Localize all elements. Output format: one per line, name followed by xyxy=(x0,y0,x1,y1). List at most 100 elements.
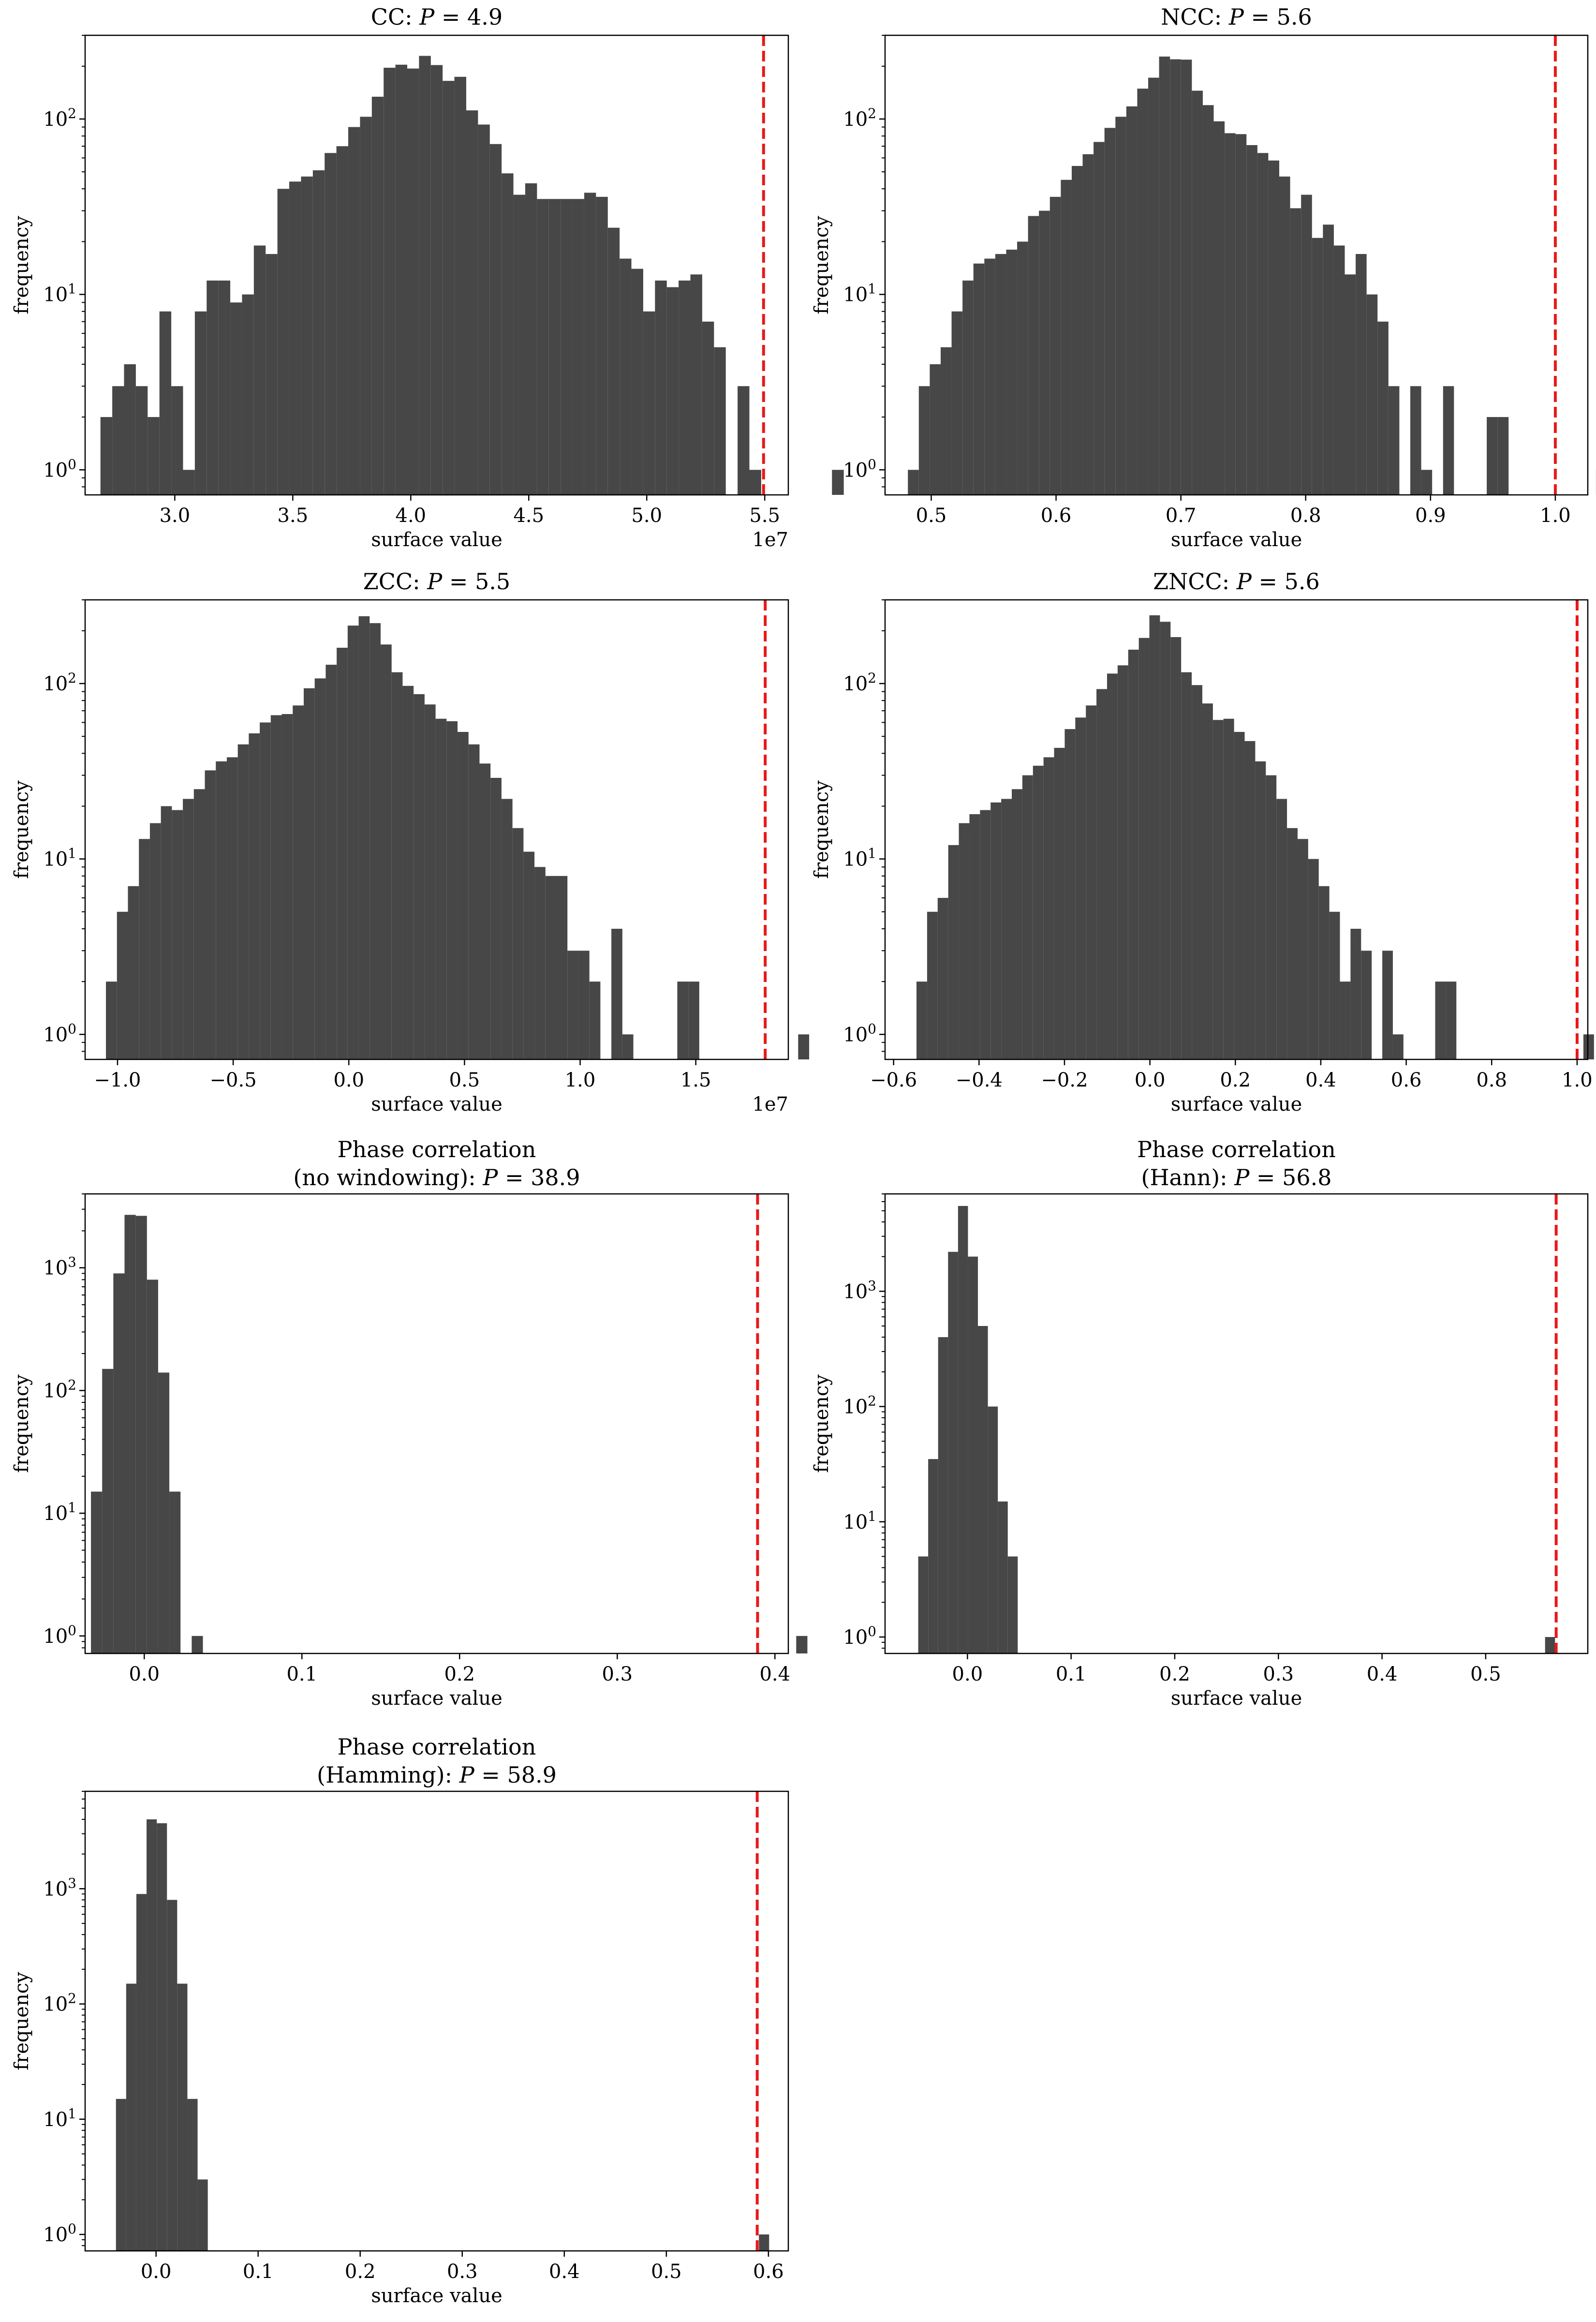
panel-title: ZNCC: P = 5.6 xyxy=(1153,568,1320,595)
histogram-bar xyxy=(177,1983,188,2251)
histogram-bar xyxy=(534,867,546,1059)
panel-6: 0.0 0.1 0.2 0.3 0.4 0.5 100 101 102 103 surface va… xyxy=(811,1136,1589,1710)
x-tick-label: −0.5 xyxy=(210,1069,257,1091)
histogram-bar xyxy=(948,1251,958,1653)
histogram-bar xyxy=(183,799,194,1059)
histogram-bars xyxy=(116,1819,769,2251)
histogram-bar xyxy=(91,1491,103,1653)
histogram-bar xyxy=(832,470,844,495)
histogram-bar xyxy=(124,1215,136,1653)
y-axis-label: frequency xyxy=(11,216,33,314)
histogram-bar xyxy=(205,770,216,1059)
histogram-bar xyxy=(1170,59,1181,495)
histogram-bar xyxy=(478,124,490,495)
y-axis-label: frequency xyxy=(11,1374,33,1473)
y-tick-label: 100 xyxy=(843,1021,876,1046)
y-tick-label: 102 xyxy=(43,1991,76,2016)
histogram-bar xyxy=(502,173,514,495)
histogram-bar xyxy=(969,814,980,1059)
x-tick-label: 0.0 xyxy=(1135,1069,1166,1091)
x-tick-label: 3.5 xyxy=(278,505,309,527)
histogram-bar xyxy=(702,321,714,495)
histogram-bar xyxy=(149,823,161,1059)
histogram-bar xyxy=(192,1636,203,1653)
x-tick-label: 1.0 xyxy=(1540,505,1571,527)
histogram-bar xyxy=(1071,166,1083,495)
x-axis-label: surface value xyxy=(1171,1093,1302,1116)
histogram-bar xyxy=(1159,56,1170,495)
y-axis-label: frequency xyxy=(811,1374,833,1473)
histogram-bar xyxy=(545,876,557,1059)
histogram-bar xyxy=(1117,665,1128,1059)
histogram-bar xyxy=(796,1636,808,1653)
histogram-bar xyxy=(930,364,941,495)
histogram-bar xyxy=(959,823,970,1059)
histogram-bar xyxy=(468,744,480,1059)
histogram-bar xyxy=(1094,142,1105,495)
panel-title: ZCC: P = 5.5 xyxy=(363,568,510,595)
histogram-bar xyxy=(100,417,113,495)
histogram-bar xyxy=(381,644,392,1059)
histogram-bar xyxy=(124,364,136,495)
histogram-bar xyxy=(1323,224,1334,495)
x-tick-label: 0.8 xyxy=(1290,505,1321,527)
histogram-bar xyxy=(1234,732,1245,1059)
histogram-bar xyxy=(1104,128,1116,495)
x-tick-label: 0.0 xyxy=(952,1663,983,1685)
x-axis-label: surface value xyxy=(371,1093,502,1116)
histogram-bar xyxy=(135,386,148,495)
histogram-bar xyxy=(523,851,535,1059)
histogram-bar xyxy=(988,1406,998,1653)
x-tick-label: 0.4 xyxy=(759,1663,790,1685)
histogram-bars xyxy=(91,1215,808,1653)
panel-2: 0.5 0.6 0.7 0.8 0.9 1.0 100 101 102 surface value… xyxy=(811,4,1596,551)
histogram-bar xyxy=(572,199,584,495)
histogram-bar xyxy=(1033,765,1044,1059)
x-tick-label: 3.0 xyxy=(160,505,191,527)
histogram-bar xyxy=(589,982,601,1059)
histogram-bar xyxy=(237,744,249,1059)
y-tick-label: 100 xyxy=(43,2221,76,2246)
x-tick-label: −0.6 xyxy=(870,1069,917,1091)
histogram-bar xyxy=(187,2099,198,2251)
histogram-bar xyxy=(407,68,419,495)
histogram-bar xyxy=(1382,951,1393,1059)
histogram-bar xyxy=(172,810,183,1059)
histogram-bar xyxy=(169,1491,181,1653)
y-axis-label: frequency xyxy=(811,216,833,314)
histogram-bar xyxy=(537,199,549,495)
histogram-bar xyxy=(194,311,207,495)
y-tick-label: 101 xyxy=(843,1508,876,1533)
histogram-bar xyxy=(973,263,985,495)
histogram-bar xyxy=(1361,951,1372,1059)
histogram-bar xyxy=(1160,622,1171,1059)
histogram-bar xyxy=(1115,117,1126,495)
histogram-bar xyxy=(1192,90,1203,495)
histogram-bar xyxy=(1170,637,1182,1059)
histogram-bar xyxy=(157,1823,167,2251)
x-tick-label: 0.0 xyxy=(141,2261,172,2283)
histogram-bar xyxy=(207,280,219,495)
histogram-bar xyxy=(260,722,271,1059)
histogram-bar xyxy=(1377,321,1389,495)
histogram-bar xyxy=(607,227,620,495)
histogram-bar xyxy=(908,470,919,495)
histogram-bar xyxy=(1054,747,1065,1059)
y-tick-label: 103 xyxy=(843,1278,876,1303)
histogram-bar xyxy=(293,705,304,1059)
histogram-bar xyxy=(1126,106,1138,495)
histogram-bar xyxy=(139,839,150,1059)
x-tick-label: 0.4 xyxy=(549,2261,580,2283)
histogram-bar xyxy=(197,2179,208,2251)
x-axis-label: surface value xyxy=(371,1687,502,1710)
histogram-bar xyxy=(962,280,974,495)
histogram-bar xyxy=(1312,238,1323,495)
y-axis-label: frequency xyxy=(11,1972,33,2070)
histogram-bar xyxy=(1007,1556,1018,1653)
histogram-bar xyxy=(556,876,568,1059)
histogram-bar xyxy=(117,911,128,1059)
histogram-bar xyxy=(1388,386,1400,495)
y-tick-label: 102 xyxy=(43,105,76,131)
histogram-bar xyxy=(479,763,491,1059)
x-tick-label: 0.3 xyxy=(447,2261,478,2283)
